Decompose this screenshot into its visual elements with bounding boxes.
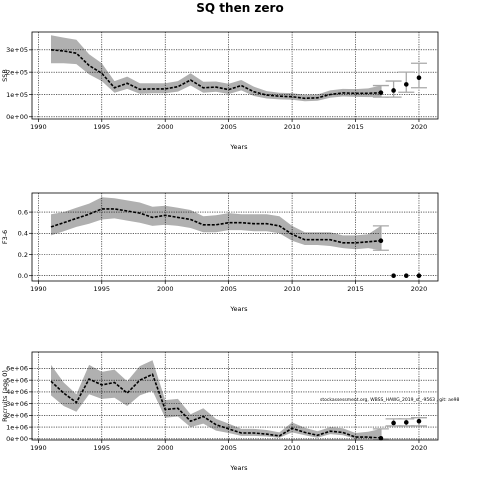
ssb-ytick-label: 2e+05 [6,68,28,76]
recruits-xlabel: Years [229,464,248,472]
recruits-xtick-label: 2020 [411,444,428,452]
fbar-xtick-label: 2015 [347,285,364,293]
recruits-ytick-label: 5e+06 [6,376,28,384]
fbar-xtick-label: 2000 [157,285,174,293]
ssb-ytick-label: 3e+05 [6,46,28,54]
figure-title: SQ then zero [196,1,283,15]
fbar-projection-point [416,273,422,278]
recruits-panel: 1990 1995 2000 2005 2010 2015 2020 0e+00 1e+06 2e… [1,351,439,472]
ssb-ytick-label: 0e+00 [6,113,28,121]
recruits-ytick-label: 2e+06 [6,412,28,420]
recruits-ylabel: Recruits (age 0) [1,370,9,422]
fbar-xtick-label: 1990 [30,285,47,293]
fbar-ytick-label: 0.6 [18,208,28,216]
fbar-panel: 1990 1995 2000 2005 2010 2015 2020 0.0 0.2 0.4 0.6… [1,192,439,313]
ssb-xtick-label: 1990 [30,123,47,131]
ssb-xtick-label: 2000 [157,123,174,131]
ssb-projection-point [416,75,422,81]
source-annotation: stockassessment.org, WBSS_HAWG_2019_sf_-… [320,397,459,403]
fbar-ytick-label: 0.2 [18,251,28,259]
fbar-ytick-label: 0.4 [18,230,28,238]
recruits-ytick-label: 0e+00 [6,435,28,443]
fbar-projection-point [403,273,409,278]
recruits-ytick-label: 6e+06 [6,365,28,373]
recruits-xtick-label: 2000 [157,444,174,452]
recruits-xtick-label: 1995 [94,444,111,452]
recruits-xtick-label: 2005 [220,444,237,452]
recruits-projection-point [416,418,422,424]
recruits-estimate-line [50,373,381,439]
ssb-xtick-label: 1995 [94,123,111,131]
ssb-ytick-label: 1e+05 [6,91,28,99]
ssb-xtick-label: 2005 [220,123,237,131]
fbar-ytick-label: 0.0 [18,272,28,280]
recruits-xtick-label: 1990 [30,444,47,452]
fbar-xtick-label: 2020 [411,285,428,293]
recruits-projection-point [403,420,409,425]
fbar-axes-frame [31,192,439,282]
fbar-estimate-line [50,208,381,244]
recruits-xtick-label: 2015 [347,444,364,452]
ssb-xtick-label: 2015 [347,123,364,131]
ssb-panel: 1990 1995 2000 2005 2010 2015 2020 0e+00 1e+05 2e… [1,31,439,151]
fbar-xtick-label: 1995 [94,285,111,293]
ssb-estimate-line [50,49,381,100]
recruits-axes-frame [31,351,439,441]
fbar-confidence-band [51,197,381,251]
ssb-xlabel: Years [229,143,248,151]
ssb-axes-frame [31,31,439,120]
ssb-xtick-label: 2020 [411,123,428,131]
ssb-projection-point [378,90,384,95]
fbar-xtick-label: 2005 [220,285,237,293]
ssb-projection-point [391,88,396,93]
fbar-projection-point [391,273,396,278]
recruits-xtick-label: 2010 [284,444,301,452]
ssb-confidence-band [51,35,381,102]
recruits-ytick-label: 3e+06 [6,400,28,408]
fbar-xlabel: Years [229,305,248,313]
recruits-projection-point [391,420,396,426]
fbar-projection-point [378,238,384,244]
fbar-xtick-label: 2010 [284,285,301,293]
recruits-projection-point [378,435,384,441]
ssb-ylabel: SSB [1,69,9,82]
fbar-ylabel: F3-6 [1,230,9,244]
recruits-ytick-label: 1e+06 [6,423,28,431]
recruits-confidence-band [51,360,381,439]
ssb-xtick-label: 2010 [284,123,301,131]
recruits-ytick-label: 4e+06 [6,388,28,396]
ssb-projection-point [403,82,409,87]
